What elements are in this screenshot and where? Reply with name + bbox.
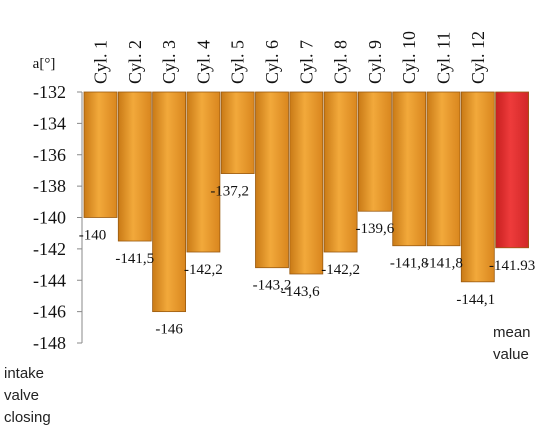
- x-category-label: Cyl. 1: [91, 40, 111, 84]
- data-label: -142,2: [184, 262, 223, 278]
- bar: [426, 91, 461, 247]
- y-tick-label: -136: [33, 145, 66, 165]
- data-label: -141.93: [489, 258, 535, 274]
- y-tick-label: -146: [33, 302, 66, 322]
- x-category-label: Cyl. 8: [331, 40, 351, 84]
- y-tick-label: -134: [33, 113, 66, 133]
- x-category-label: Cyl. 9: [365, 40, 385, 84]
- data-label: -143,2: [253, 278, 292, 294]
- data-label: -140: [79, 228, 107, 244]
- bar: [117, 91, 152, 242]
- bar: [323, 91, 358, 253]
- y-tick-label: -138: [33, 176, 66, 196]
- x-category-label: Cyl. 10: [399, 31, 419, 84]
- data-label: -141,5: [115, 251, 154, 267]
- data-label: -144,1: [456, 292, 495, 308]
- y-tick-label: -148: [33, 333, 66, 353]
- side-note-left-line: closing: [4, 409, 51, 426]
- data-label: -141,8: [424, 256, 463, 272]
- bar: [289, 91, 324, 275]
- bar: [186, 91, 221, 253]
- x-category-label: Cyl. 4: [193, 40, 213, 84]
- bar: [357, 91, 392, 212]
- side-note-right-line: mean: [493, 324, 531, 341]
- data-label: -143,6: [281, 284, 320, 300]
- bar: [460, 91, 495, 283]
- data-label: -141,8: [390, 256, 429, 272]
- x-category-label: Cyl. 7: [296, 40, 316, 84]
- y-tick-label: -142: [33, 239, 66, 259]
- y-tick-label: -140: [33, 208, 66, 228]
- bar: [255, 91, 289, 269]
- bar: [83, 91, 118, 218]
- bar: [220, 91, 255, 174]
- x-category-label: Cyl. 2: [125, 40, 145, 84]
- data-label: -142,2: [321, 262, 360, 278]
- y-axis-title: a[°]: [33, 56, 56, 72]
- bar: [495, 91, 530, 249]
- y-tick-label: -144: [33, 270, 66, 290]
- side-note-left-line: intake: [4, 365, 44, 382]
- x-category-label: Cyl. 11: [434, 32, 454, 84]
- data-label: -137,2: [210, 184, 249, 200]
- bar: [152, 91, 187, 313]
- data-label: -146: [155, 322, 183, 338]
- side-note-right-line: value: [493, 346, 529, 363]
- data-label: -139,6: [356, 221, 395, 237]
- bar: [392, 91, 427, 247]
- x-category-label: Cyl. 12: [468, 31, 488, 84]
- side-note-left-line: valve: [4, 387, 39, 404]
- x-category-label: Cyl. 3: [159, 40, 179, 84]
- x-category-label: Cyl. 5: [228, 40, 248, 84]
- y-tick-label: -132: [33, 82, 66, 102]
- x-category-label: Cyl. 6: [262, 40, 282, 84]
